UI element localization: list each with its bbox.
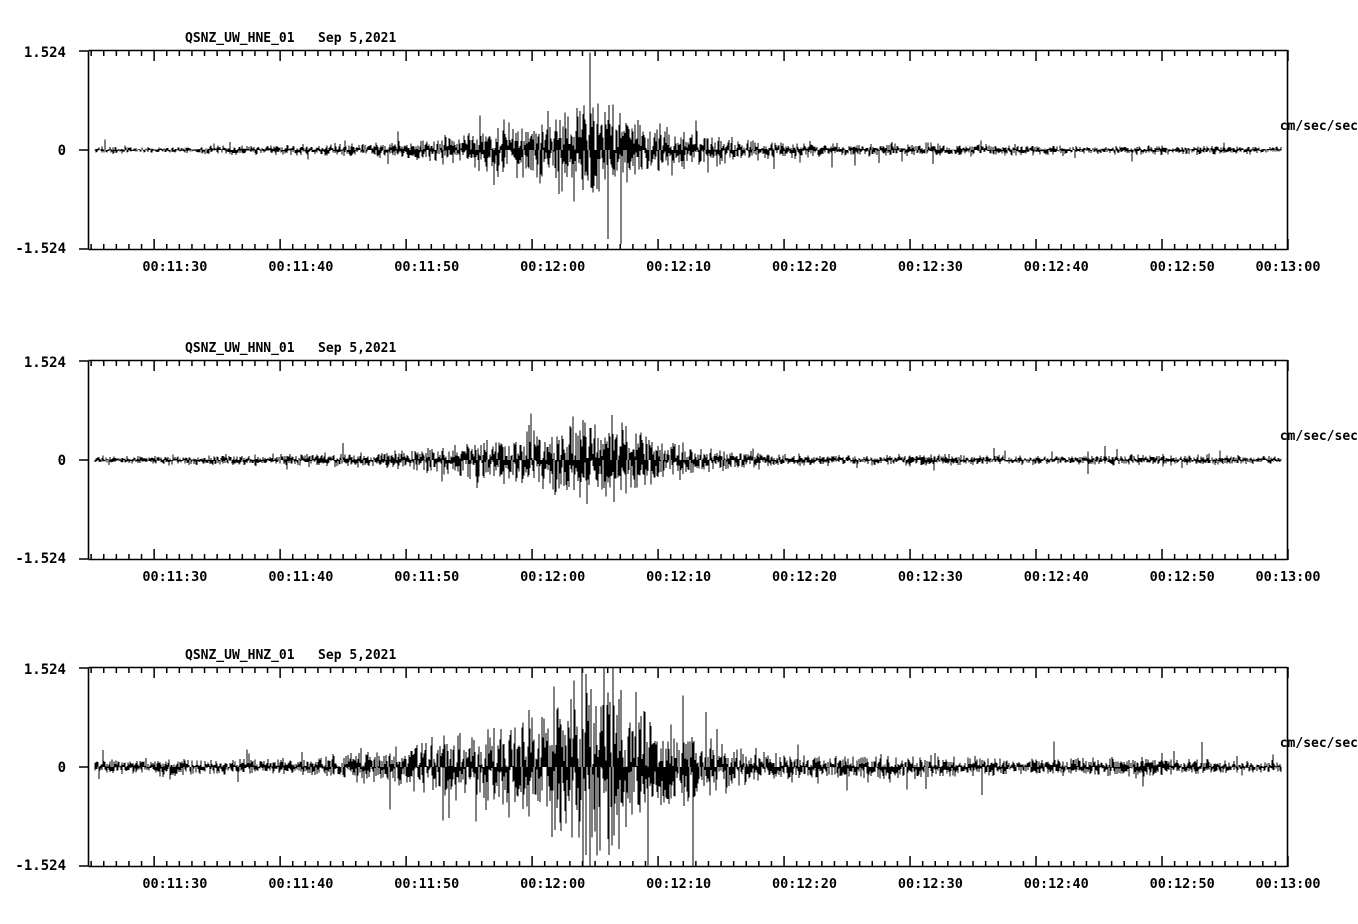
- x-tick-label: 00:12:20: [771, 259, 838, 275]
- x-tick-label: 00:12:00: [520, 876, 586, 892]
- x-tick-label: 00:12:10: [646, 876, 712, 892]
- y-tick-top-hnz: 1.524: [23, 662, 66, 678]
- x-tick-label: 00:11:50: [394, 569, 460, 585]
- x-tick-label: 00:12:20: [771, 876, 838, 892]
- y-axis-unit-label-hnn: cm/sec/sec: [1279, 429, 1358, 444]
- x-tick-label: 00:13:00: [1255, 259, 1321, 275]
- y-axis-unit-label-hnz: cm/sec/sec: [1279, 736, 1358, 751]
- x-tick-label: 00:11:40: [268, 876, 334, 892]
- y-tick-bottom-hnn: -1.524: [15, 551, 66, 567]
- x-tick-label: 00:12:40: [1023, 259, 1089, 275]
- plot-area-hnz: [79, 666, 1289, 868]
- panel-title-hnz: QSNZ_UW_HNZ_01 Sep 5,2021: [185, 648, 397, 663]
- y-tick-top-hnn: 1.524: [23, 355, 66, 371]
- x-tick-label: 00:11:50: [394, 259, 460, 275]
- x-tick-label: 00:12:40: [1023, 876, 1089, 892]
- panel-title-hnn: QSNZ_UW_HNN_01 Sep 5,2021: [185, 341, 397, 356]
- x-tick-label: 00:11:50: [394, 876, 460, 892]
- panel-title-hne: QSNZ_UW_HNE_01 Sep 5,2021: [185, 31, 397, 46]
- y-tick-bottom-hnz: -1.524: [15, 858, 66, 874]
- x-tick-label: 00:13:00: [1255, 569, 1321, 585]
- plot-area-hnn: [79, 359, 1289, 561]
- x-tick-label: 00:11:40: [268, 259, 334, 275]
- waveform-canvas-hne: [79, 49, 1289, 251]
- x-tick-label: 00:11:30: [142, 259, 208, 275]
- x-tick-label: 00:12:50: [1149, 259, 1215, 275]
- x-tick-label: 00:12:40: [1023, 569, 1089, 585]
- y-tick-mid-hne: 0: [57, 143, 66, 159]
- x-tick-label: 00:12:10: [646, 569, 712, 585]
- y-axis-unit-label-hne: cm/sec/sec: [1279, 119, 1358, 134]
- x-tick-label: 00:12:20: [771, 569, 838, 585]
- plot-area-hne: [79, 49, 1289, 251]
- y-tick-top-hne: 1.524: [23, 45, 66, 61]
- x-tick-label: 00:12:00: [520, 259, 586, 275]
- x-tick-label: 00:12:00: [520, 569, 586, 585]
- y-tick-bottom-hne: -1.524: [15, 241, 66, 257]
- x-tick-label: 00:12:30: [897, 876, 963, 892]
- x-tick-label: 00:11:30: [142, 876, 208, 892]
- waveform-canvas-hnz: [79, 666, 1289, 868]
- waveform-canvas-hnn: [79, 359, 1289, 561]
- panel-hnz: QSNZ_UW_HNZ_01 Sep 5,2021 cm/sec/sec 1.5…: [0, 617, 1358, 917]
- panel-hne: QSNZ_UW_HNE_01 Sep 5,2021 cm/sec/sec 1.5…: [0, 0, 1358, 300]
- y-tick-mid-hnz: 0: [57, 760, 66, 776]
- x-tick-label: 00:12:50: [1149, 569, 1215, 585]
- panel-hnn: QSNZ_UW_HNN_01 Sep 5,2021 cm/sec/sec 1.5…: [0, 310, 1358, 610]
- x-tick-label: 00:12:30: [897, 569, 963, 585]
- y-tick-mid-hnn: 0: [57, 453, 66, 469]
- x-tick-label: 00:12:50: [1149, 876, 1215, 892]
- x-tick-label: 00:12:30: [897, 259, 963, 275]
- x-tick-label: 00:12:10: [646, 259, 712, 275]
- x-tick-label: 00:11:40: [268, 569, 334, 585]
- x-tick-label: 00:13:00: [1255, 876, 1321, 892]
- x-tick-label: 00:11:30: [142, 569, 208, 585]
